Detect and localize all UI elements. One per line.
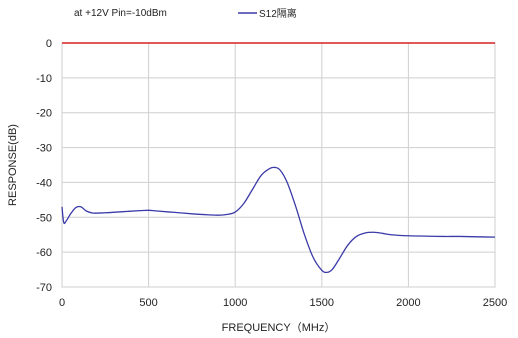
x-tick-label: 500 bbox=[139, 297, 157, 309]
x-axis-title: FREQUENCY（MHz） bbox=[222, 321, 336, 334]
chart-annotation: at +12V Pin=-10dBm bbox=[74, 8, 167, 19]
plot-background bbox=[61, 42, 496, 288]
gridlines bbox=[61, 42, 496, 288]
y-tick-label: -20 bbox=[36, 108, 52, 120]
y-tick-label: -40 bbox=[36, 177, 52, 189]
x-axis-ticks: 0 500 1000 1500 2000 2500 bbox=[59, 297, 507, 309]
series-line-s12 bbox=[61, 166, 496, 274]
y-tick-label: -10 bbox=[36, 73, 52, 85]
x-tick-label: 0 bbox=[59, 297, 65, 309]
legend-label-s12: S12隔离 bbox=[259, 7, 297, 20]
x-tick-label: 1000 bbox=[223, 297, 247, 309]
y-tick-label: -70 bbox=[36, 282, 52, 294]
y-tick-label: -60 bbox=[36, 247, 52, 259]
y-tick-label: -50 bbox=[36, 212, 52, 224]
y-tick-label: -30 bbox=[36, 143, 52, 155]
legend: S12隔离 bbox=[238, 7, 297, 20]
y-axis-title: RESPONSE(dB) bbox=[7, 124, 19, 206]
x-tick-label: 2500 bbox=[483, 297, 507, 309]
y-tick-label: 0 bbox=[46, 38, 52, 50]
x-tick-label: 2000 bbox=[396, 297, 420, 309]
y-axis-ticks: 0 -10 -20 -30 -40 -50 -60 -70 bbox=[36, 38, 52, 294]
plot-area bbox=[61, 42, 496, 288]
x-tick-label: 1500 bbox=[310, 297, 334, 309]
